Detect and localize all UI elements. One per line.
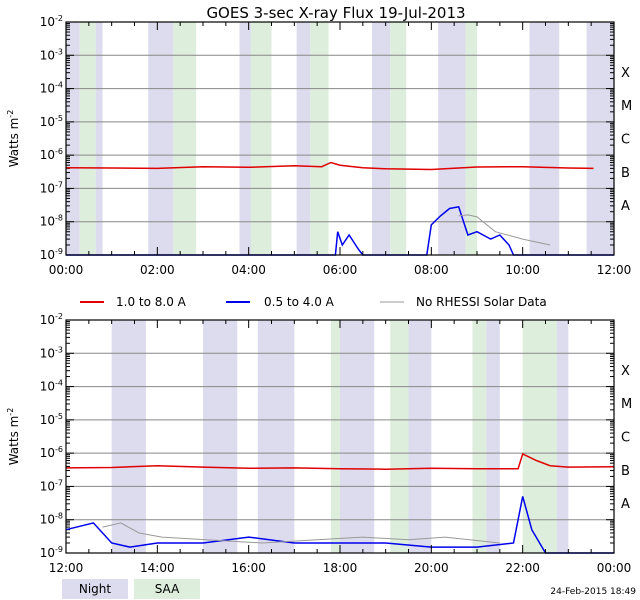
top-night-band [529,22,560,255]
top-flare-class-label: M [621,99,632,114]
bottom-flare-class-label: X [621,364,630,379]
top-night-band [95,22,103,255]
bottom-flare-class-label: A [621,497,630,512]
top-saa-band [250,22,272,255]
top-panel: 10-9 10-8 10-7 10-6 10-5 10-4 10-3 10-2 00:00 02:… [6,14,632,277]
bottom-series-long [65,452,615,470]
top-x-tick-label: 12:00 [597,263,632,277]
bottom-x-tick-label: 22:00 [505,561,540,575]
bottom-night-band [203,320,238,553]
top-night-band [586,22,614,255]
top-y-tick-label: 10-3 [40,47,63,62]
saa-legend-box [134,579,200,599]
top-y-tick-label: 10-6 [40,147,63,162]
top-y-axis-label: Watts m-2 [6,110,21,168]
top-saa-band [173,22,197,255]
bottom-night-band [486,320,500,553]
top-x-tick-label: 10:00 [505,263,540,277]
bottom-flare-class-label: C [621,431,630,446]
night-legend-label: Night [79,582,112,596]
top-x-tick-label: 08:00 [414,263,449,277]
top-series-long [65,161,594,171]
top-saa-band [310,22,329,255]
legend-label-short: 0.5 to 4.0 A [264,295,335,309]
top-y-tick-label: 10-2 [40,14,63,29]
bottom-y-tick-label: 10-4 [40,379,63,394]
bottom-y-tick-label: 10-2 [40,312,63,327]
bottom-night-band [556,320,569,553]
bottom-y-tick-label: 10-5 [40,412,63,427]
night-legend-box [62,579,128,599]
top-y-tick-label: 10-8 [40,214,63,229]
bottom-night-band [257,320,295,553]
bottom-x-tick-label: 00:00 [597,561,632,575]
top-night-band [296,22,311,255]
top-x-tick-label: 02:00 [140,263,175,277]
top-x-tick-label: 06:00 [323,263,358,277]
top-night-band [66,22,80,255]
bottom-x-tick-label: 14:00 [140,561,175,575]
night-saa-legend: Night SAA [62,579,200,599]
top-series-short [66,205,614,256]
bottom-x-tick-label: 16:00 [231,561,266,575]
legend-label-long: 1.0 to 8.0 A [116,295,187,309]
bottom-x-tick-label: 18:00 [323,561,358,575]
bottom-saa-band [522,320,557,553]
top-y-tick-label: 10-7 [40,180,63,195]
top-night-band [148,22,174,255]
saa-legend-label: SAA [155,582,180,596]
bottom-y-tick-label: 10-8 [40,512,63,527]
top-x-tick-label: 00:00 [49,263,84,277]
bottom-x-tick-label: 12:00 [49,561,84,575]
bottom-flare-class-label: B [621,464,630,479]
bottom-y-tick-label: 10-3 [40,345,63,360]
bottom-y-tick-label: 10-9 [40,545,63,560]
bottom-saa-band [390,320,409,553]
top-saa-band [390,22,407,255]
top-flare-class-label: X [621,66,630,81]
top-flare-class-label: C [621,133,630,148]
bottom-night-band [111,320,146,553]
generation-timestamp: 24-Feb-2015 18:49 [550,587,636,597]
top-y-tick-label: 10-5 [40,114,63,129]
top-night-band [371,22,391,255]
top-flare-class-label: B [621,166,630,181]
top-y-tick-label: 10-9 [40,247,63,262]
top-night-band [438,22,466,255]
top-flare-class-label: A [621,199,630,214]
bottom-y-tick-label: 10-6 [40,445,63,460]
bottom-flare-class-label: M [621,397,632,412]
top-saa-band [465,22,477,255]
legend-label-norhessi: No RHESSI Solar Data [416,295,547,309]
top-x-tick-label: 04:00 [231,263,266,277]
bottom-saa-band [472,320,487,553]
bottom-saa-band [330,320,340,553]
bottom-y-axis-label: Watts m-2 [6,408,21,466]
bottom-x-tick-label: 20:00 [414,561,449,575]
top-saa-band [79,22,96,255]
bottom-night-band [340,320,375,553]
top-y-tick-label: 10-4 [40,81,63,96]
bottom-y-tick-label: 10-7 [40,478,63,493]
top-series-norhessi [458,214,551,246]
top-night-band [239,22,251,255]
bottom-panel: 10-9 10-8 10-7 10-6 10-5 10-4 10-3 10-2 12:00 14:… [6,312,632,575]
legend-row: 1.0 to 8.0 A 0.5 to 4.0 A No RHESSI Solar … [80,295,547,309]
chart-title: GOES 3-sec X-ray Flux 19-Jul-2013 [206,4,465,22]
bottom-night-band [408,320,432,553]
bottom-series-norhessi [102,522,500,544]
bottom-series-short [65,496,614,554]
